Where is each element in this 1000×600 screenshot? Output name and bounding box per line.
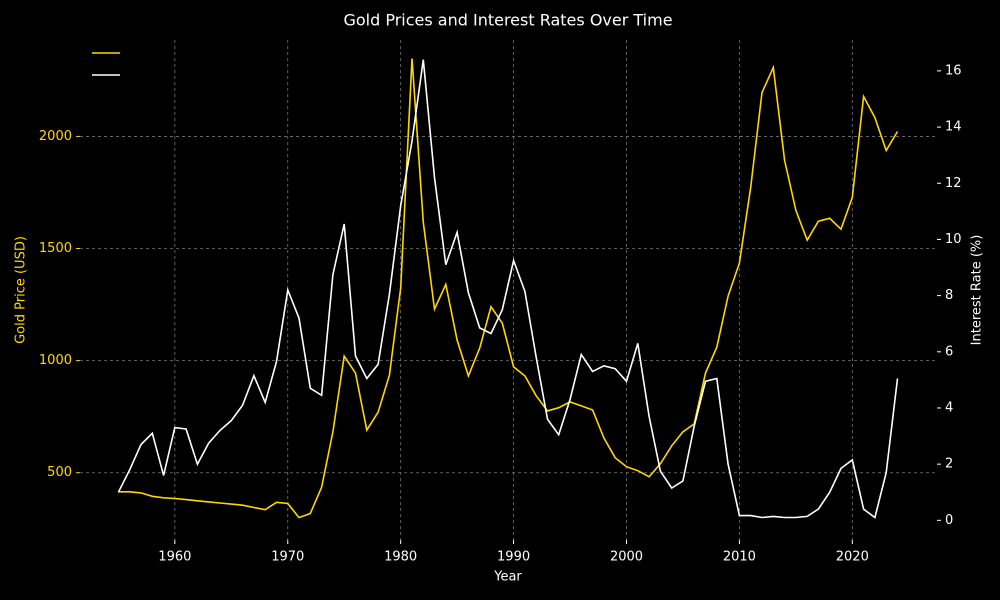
y-axis-label: Gold Price (USD) [14,236,29,344]
data-line [117,59,899,519]
data-line [118,58,899,519]
x-tick-label: 2000 [610,550,643,565]
y-tick-label: 2000 [39,129,72,144]
y2-tick-label: 2 [945,457,953,472]
y2-tick-label: 14 [945,120,962,135]
y2-tick-label: 6 [945,344,953,359]
x-axis-label: Year [493,570,522,585]
y2-tick-label: 0 [945,513,953,528]
x-tick-label: 1960 [158,550,191,565]
x-tick-label: 2020 [836,550,869,565]
chart-title: Gold Prices and Interest Rates Over Time [343,11,672,30]
y2-tick-label: 12 [945,176,962,191]
y2-axis-label: Interest Rate (%) [970,235,985,346]
x-tick-label: 1980 [384,550,417,565]
x-tick-label: 1970 [271,550,304,565]
legend-box [82,40,175,90]
x-tick-label: 2010 [723,550,756,565]
y2-tick-label: 8 [945,288,953,303]
y2-tick-label: 10 [945,232,962,247]
y-tick-label: 500 [47,465,72,480]
y2-tick-label: 16 [945,63,962,78]
y2-tick-label: 4 [945,400,953,415]
x-tick-label: 1990 [497,550,530,565]
y-tick-label: 1500 [39,241,72,256]
y-tick-label: 1000 [39,353,72,368]
